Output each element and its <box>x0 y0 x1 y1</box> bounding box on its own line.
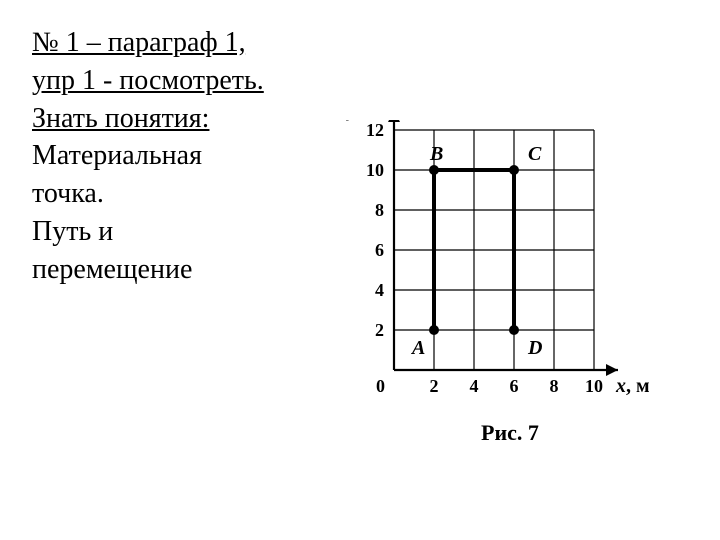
svg-text:6: 6 <box>375 240 384 260</box>
svg-text:10: 10 <box>366 160 384 180</box>
svg-text:8: 8 <box>375 200 384 220</box>
svg-text:12: 12 <box>366 120 384 140</box>
svg-text:10: 10 <box>585 376 603 396</box>
svg-text:6: 6 <box>510 376 519 396</box>
hw-line4: Материальная <box>32 140 202 171</box>
svg-text:2: 2 <box>430 376 439 396</box>
hw-line7: перемещение <box>32 254 192 285</box>
svg-text:D: D <box>527 337 542 359</box>
hw-line6: Путь и <box>32 216 113 247</box>
chart-caption: Рис. 7 <box>330 420 690 446</box>
svg-text:8: 8 <box>550 376 559 396</box>
hw-line3: Знать понятия: <box>32 103 209 134</box>
svg-text:0: 0 <box>376 376 385 396</box>
svg-text:4: 4 <box>375 280 384 300</box>
hw-line2: упр 1 - посмотреть. <box>32 65 264 96</box>
grid-chart: 0 2 4 6 8 10 2 4 6 8 10 12y, м x, м A B C D <box>330 120 654 416</box>
svg-text:y, м: y, м <box>346 120 381 121</box>
hw-line1: № 1 – параграф 1, <box>32 27 246 58</box>
hw-line5: точка. <box>32 178 104 209</box>
svg-text:2: 2 <box>375 320 384 340</box>
homework-text: № 1 – параграф 1, упр 1 - посмотреть. Зн… <box>32 24 312 289</box>
chart-container: 0 2 4 6 8 10 2 4 6 8 10 12y, м x, м A B C D Рис. 7 <box>330 120 690 446</box>
svg-text:B: B <box>429 143 443 165</box>
svg-text:4: 4 <box>470 376 479 396</box>
svg-text:A: A <box>410 337 425 359</box>
svg-text:x, м: x, м <box>615 375 650 397</box>
svg-text:C: C <box>528 143 542 165</box>
